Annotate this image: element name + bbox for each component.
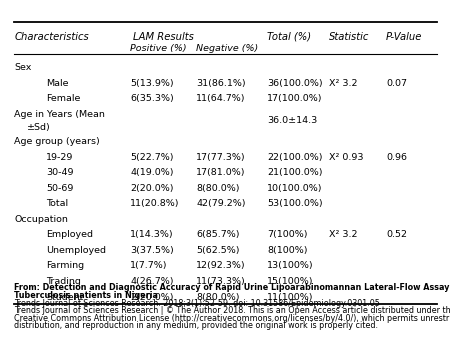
Text: 11(73.3%): 11(73.3%) xyxy=(196,277,246,286)
Text: 36(100.0%): 36(100.0%) xyxy=(267,78,323,88)
Text: 21(100.0%): 21(100.0%) xyxy=(267,168,322,177)
Text: Positive (%): Positive (%) xyxy=(130,44,187,53)
Text: 42(79.2%): 42(79.2%) xyxy=(196,199,246,208)
Text: From: Detection and Diagnostic Accuracy of Rapid Urine Lipoarabinomannan Lateral: From: Detection and Diagnostic Accuracy … xyxy=(14,283,450,292)
Text: 12(92.3%): 12(92.3%) xyxy=(196,262,246,270)
Text: Negative (%): Negative (%) xyxy=(196,44,259,53)
Text: 22(100.0%): 22(100.0%) xyxy=(267,152,322,162)
Text: 13(100%): 13(100%) xyxy=(267,262,314,270)
Text: Age group (years): Age group (years) xyxy=(14,137,100,146)
Text: Trends Journal of Sciences Research. 2018;3(1):52-59. doi: 10.31586/Epidemiology: Trends Journal of Sciences Research. 201… xyxy=(14,298,380,308)
Text: 11(64.7%): 11(64.7%) xyxy=(196,94,246,103)
Text: X² 0.93: X² 0.93 xyxy=(328,152,363,162)
Text: 31(86.1%): 31(86.1%) xyxy=(196,78,246,88)
Text: Trading: Trading xyxy=(46,277,81,286)
Text: 6(35.3%): 6(35.3%) xyxy=(130,94,174,103)
Text: Statistic: Statistic xyxy=(328,31,369,42)
Text: Employed: Employed xyxy=(46,231,94,239)
Text: 7(100%): 7(100%) xyxy=(267,231,307,239)
Text: X² 3.2: X² 3.2 xyxy=(328,231,357,239)
Text: 11(20.8%): 11(20.8%) xyxy=(130,199,180,208)
Text: 17(81.0%): 17(81.0%) xyxy=(196,168,246,177)
Text: 4(19.0%): 4(19.0%) xyxy=(130,168,174,177)
Text: Characteristics: Characteristics xyxy=(14,31,89,42)
Text: X² 3.2: X² 3.2 xyxy=(328,78,357,88)
Text: 8(80.0%): 8(80.0%) xyxy=(196,293,240,301)
Text: 8(80.0%): 8(80.0%) xyxy=(196,184,240,193)
Text: 1(7.7%): 1(7.7%) xyxy=(130,262,168,270)
Text: 50-69: 50-69 xyxy=(46,184,74,193)
Text: Age in Years (Mean: Age in Years (Mean xyxy=(14,110,105,119)
Text: 10(100.0%): 10(100.0%) xyxy=(267,184,322,193)
Text: 5(22.7%): 5(22.7%) xyxy=(130,152,174,162)
Text: 15(100%): 15(100%) xyxy=(267,277,313,286)
Text: 6(85.7%): 6(85.7%) xyxy=(196,231,240,239)
Text: 30-49: 30-49 xyxy=(46,168,74,177)
Text: 11(100%): 11(100%) xyxy=(267,293,313,301)
Text: 53(100.0%): 53(100.0%) xyxy=(267,199,323,208)
Text: 0.52: 0.52 xyxy=(386,231,407,239)
Text: 19-29: 19-29 xyxy=(46,152,74,162)
Text: Occupation: Occupation xyxy=(14,215,68,224)
Text: 1(14.3%): 1(14.3%) xyxy=(130,231,174,239)
Text: Student: Student xyxy=(46,293,84,301)
Text: Total: Total xyxy=(46,199,68,208)
Text: Sex: Sex xyxy=(14,63,32,72)
Text: LAM Results: LAM Results xyxy=(133,31,194,42)
Text: 17(100.0%): 17(100.0%) xyxy=(267,94,322,103)
Text: 36.0±14.3: 36.0±14.3 xyxy=(267,116,317,125)
Text: 0.07: 0.07 xyxy=(386,78,407,88)
Text: Total (%): Total (%) xyxy=(267,31,311,42)
Text: distribution, and reproduction in any medium, provided the original work is prop: distribution, and reproduction in any me… xyxy=(14,321,378,330)
Text: Creative Commons Attribution License (http://creativecommons.org/licenses/by/4.0: Creative Commons Attribution License (ht… xyxy=(14,314,450,323)
Text: Unemployed: Unemployed xyxy=(46,246,106,255)
Text: 8(100%): 8(100%) xyxy=(267,246,307,255)
Text: 4(26.7%): 4(26.7%) xyxy=(130,277,174,286)
Text: 3(37.5%): 3(37.5%) xyxy=(130,246,174,255)
Text: Male: Male xyxy=(46,78,69,88)
Text: P-Value: P-Value xyxy=(386,31,423,42)
Text: 5(13.9%): 5(13.9%) xyxy=(130,78,174,88)
Text: Farming: Farming xyxy=(46,262,85,270)
Text: 5(62.5%): 5(62.5%) xyxy=(196,246,240,255)
Text: Female: Female xyxy=(46,94,81,103)
Text: 2(20.0%): 2(20.0%) xyxy=(130,184,174,193)
Text: Tuberculosis patients in Nigeria: Tuberculosis patients in Nigeria xyxy=(14,291,158,300)
Text: 0.96: 0.96 xyxy=(386,152,407,162)
Text: 17(77.3%): 17(77.3%) xyxy=(196,152,246,162)
Text: 2(20.0%): 2(20.0%) xyxy=(130,293,174,301)
Text: Trends Journal of Sciences Research | © The Author 2018. This is an Open Access : Trends Journal of Sciences Research | © … xyxy=(14,306,450,315)
Text: ±Sd): ±Sd) xyxy=(27,123,51,132)
